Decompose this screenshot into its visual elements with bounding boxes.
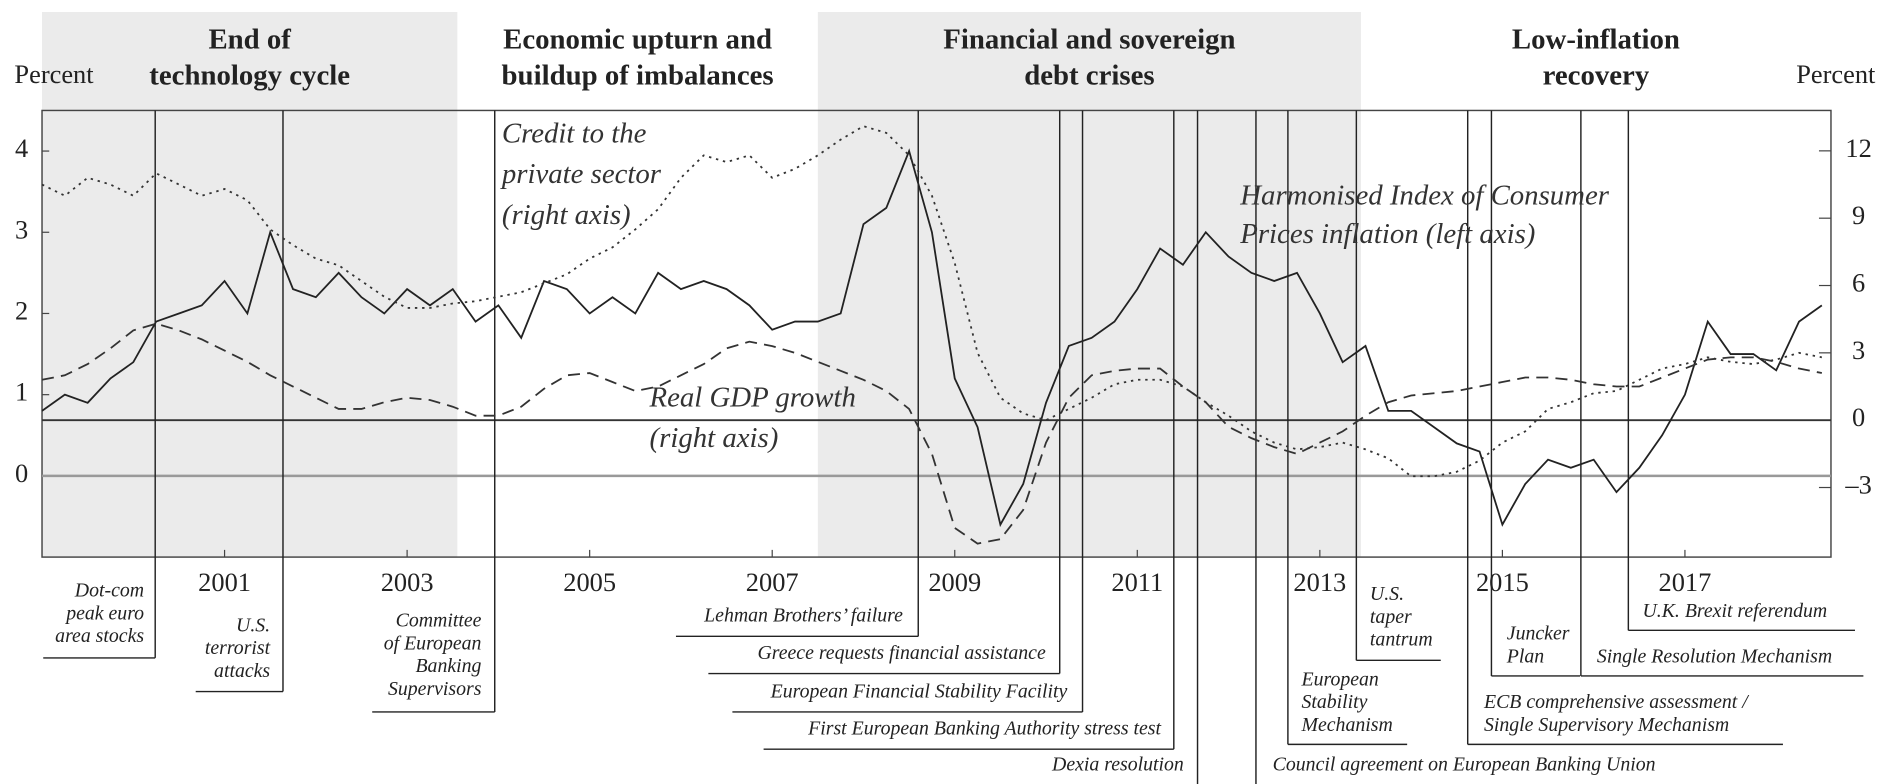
y-tick-label: 2 bbox=[15, 296, 28, 326]
x-tick-label: 2009 bbox=[928, 567, 981, 597]
x-tick-label: 2003 bbox=[381, 567, 434, 597]
event-label: area stocks bbox=[55, 625, 144, 647]
period-label: technology cycle bbox=[149, 60, 350, 92]
plot-frame bbox=[41, 109, 1832, 558]
y-tick-label: 4 bbox=[15, 133, 28, 163]
y2-tick-label: 9 bbox=[1852, 200, 1865, 230]
series-annotation: Harmonised Index of Consumer bbox=[1239, 180, 1610, 212]
event-label: Juncker bbox=[1507, 623, 1570, 645]
period-label: debt crises bbox=[1024, 60, 1154, 92]
y2-tick-label: 12 bbox=[1845, 133, 1871, 163]
event-label: U.S. bbox=[236, 614, 270, 636]
event-label: European bbox=[1300, 668, 1378, 690]
event-label: Single Resolution Mechanism bbox=[1597, 645, 1832, 667]
y-tick-label: 1 bbox=[15, 377, 28, 407]
series-annotation: (right axis) bbox=[502, 199, 631, 231]
y2-tick-label: 6 bbox=[1852, 268, 1865, 298]
event-label: taper bbox=[1370, 606, 1412, 628]
series-line bbox=[41, 148, 1823, 528]
series-annotation: Credit to the bbox=[502, 117, 647, 149]
event-label: Dexia resolution bbox=[1051, 754, 1184, 776]
period-label: Financial and sovereign bbox=[943, 24, 1235, 56]
background bbox=[42, 12, 1361, 558]
event-label: Lehman Brothers’ failure bbox=[703, 605, 903, 627]
event-label: Dot-com bbox=[74, 579, 144, 601]
series-annotation: Real GDP growth bbox=[649, 381, 856, 413]
y-tick-label: 3 bbox=[15, 214, 28, 244]
event-label: ECB comprehensive assessment / bbox=[1483, 691, 1750, 713]
event-label: Mechanism bbox=[1300, 714, 1392, 736]
x-tick-label: 2011 bbox=[1111, 567, 1163, 597]
event-label: Supervisors bbox=[388, 678, 482, 700]
event-label: tantrum bbox=[1370, 629, 1433, 651]
y-tick-label: 0 bbox=[15, 458, 28, 488]
x-tick-label: 2001 bbox=[198, 567, 251, 597]
event-label: attacks bbox=[214, 660, 270, 682]
period-shade bbox=[42, 12, 458, 558]
x-tick-label: 2015 bbox=[1476, 567, 1529, 597]
event-label: peak euro bbox=[64, 602, 144, 624]
y2-tick-label: –3 bbox=[1844, 470, 1871, 500]
series-annotation: Prices inflation (left axis) bbox=[1239, 218, 1535, 250]
event-label: U.K. Brexit referendum bbox=[1642, 600, 1827, 622]
event-label: Committee bbox=[396, 609, 482, 631]
y2-tick-label: 0 bbox=[1852, 402, 1865, 432]
series-annotation: (right axis) bbox=[650, 422, 779, 454]
x-tick-label: 2005 bbox=[563, 567, 616, 597]
x-tick-label: 2013 bbox=[1293, 567, 1346, 597]
series-line bbox=[41, 322, 1823, 545]
series-line bbox=[41, 125, 1823, 478]
event-label: Plan bbox=[1506, 645, 1544, 667]
period-shade bbox=[817, 12, 1361, 558]
period-label: End of bbox=[208, 24, 291, 56]
period-label: recovery bbox=[1543, 60, 1650, 92]
period-label: buildup of imbalances bbox=[502, 60, 774, 92]
period-label: Low-inflation bbox=[1512, 24, 1680, 56]
series-annotation: private sector bbox=[500, 158, 662, 190]
y-axis-label: Percent bbox=[14, 59, 94, 89]
x-tick-label: 2017 bbox=[1659, 567, 1712, 597]
x-tick-label: 2007 bbox=[746, 567, 799, 597]
event-label: European Financial Stability Facility bbox=[770, 680, 1068, 702]
event-label: First European Banking Authority stress … bbox=[807, 718, 1161, 740]
event-label: Greece requests financial assistance bbox=[757, 642, 1045, 664]
event-label: Banking bbox=[415, 655, 481, 677]
event-label: Council agreement on European Banking Un… bbox=[1273, 754, 1656, 776]
event-label: terrorist bbox=[205, 637, 271, 659]
y2-axis-label: Percent bbox=[1796, 59, 1876, 89]
period-label: Economic upturn and bbox=[503, 24, 772, 56]
event-label: U.S. bbox=[1370, 583, 1404, 605]
event-label: Single Supervisory Mechanism bbox=[1484, 714, 1729, 736]
event-label: Stability bbox=[1301, 691, 1367, 713]
y2-tick-label: 3 bbox=[1852, 335, 1865, 365]
event-label: of European bbox=[384, 632, 482, 654]
